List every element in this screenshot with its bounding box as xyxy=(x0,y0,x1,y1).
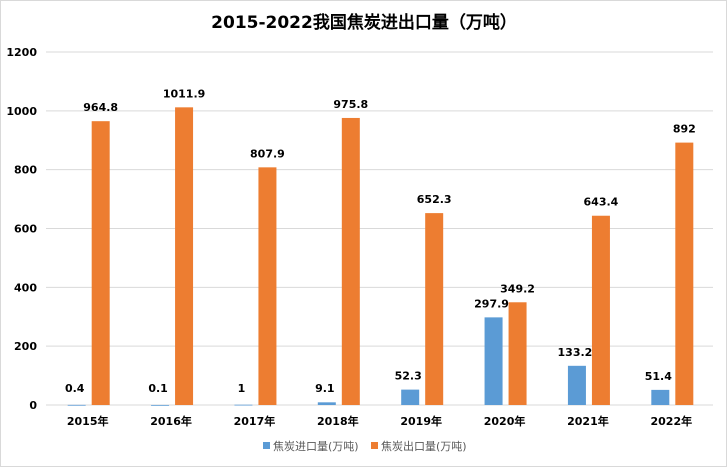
import-bar xyxy=(151,404,170,406)
legend-swatch xyxy=(371,442,378,449)
export-bar xyxy=(675,142,694,405)
x-tick-label: 2022年 xyxy=(651,414,693,428)
y-tick-label: 200 xyxy=(14,340,37,353)
data-label: 975.8 xyxy=(333,98,368,111)
y-tick-label: 1200 xyxy=(6,46,37,59)
data-label: 133.2 xyxy=(558,346,593,359)
export-bar xyxy=(175,107,194,405)
data-label: 1011.9 xyxy=(163,87,205,100)
x-tick-label: 2020年 xyxy=(484,414,526,428)
export-bar xyxy=(425,213,444,405)
y-tick-label: 800 xyxy=(14,164,37,177)
data-label: 892 xyxy=(673,123,696,136)
data-label: 52.3 xyxy=(395,370,422,383)
import-bar xyxy=(567,365,586,405)
import-bar xyxy=(651,389,670,405)
import-bar xyxy=(234,404,253,406)
data-label: 9.1 xyxy=(315,382,335,395)
data-label: 51.4 xyxy=(645,370,672,383)
legend-swatch xyxy=(263,442,270,449)
data-label: 0.4 xyxy=(65,382,85,395)
data-label: 643.4 xyxy=(584,196,619,209)
y-tick-label: 1000 xyxy=(6,105,37,118)
x-tick-label: 2019年 xyxy=(400,414,442,428)
import-bar xyxy=(67,404,86,406)
legend: 焦炭进口量(万吨) 焦炭出口量(万吨) xyxy=(263,439,467,453)
import-bar xyxy=(317,402,336,405)
x-tick-label: 2016年 xyxy=(150,414,192,428)
export-bar xyxy=(591,215,610,405)
x-tick-label: 2015年 xyxy=(67,414,109,428)
export-bar xyxy=(91,121,110,406)
import-bar xyxy=(484,317,503,405)
data-label: 1 xyxy=(238,382,246,395)
chart-title: 2015-2022我国焦炭进出口量（万吨） xyxy=(211,12,517,33)
data-label: 652.3 xyxy=(417,193,452,206)
y-tick-label: 0 xyxy=(29,399,37,412)
x-tick-label: 2021年 xyxy=(567,414,609,428)
x-tick-label: 2017年 xyxy=(234,414,276,428)
import-bar xyxy=(401,389,420,405)
data-label: 964.8 xyxy=(83,101,118,114)
y-tick-label: 400 xyxy=(14,281,37,294)
data-label: 807.9 xyxy=(250,147,285,160)
x-tick-label: 2018年 xyxy=(317,414,359,428)
data-label: 0.1 xyxy=(148,382,168,395)
legend-label: 焦炭进口量(万吨) xyxy=(273,440,359,453)
export-bar xyxy=(508,302,527,405)
legend-label: 焦炭出口量(万吨) xyxy=(381,439,467,453)
data-label: 349.2 xyxy=(500,282,535,295)
export-bar xyxy=(258,167,277,405)
y-tick-label: 600 xyxy=(14,223,37,236)
data-label: 297.9 xyxy=(474,297,509,310)
export-bar xyxy=(341,117,360,406)
